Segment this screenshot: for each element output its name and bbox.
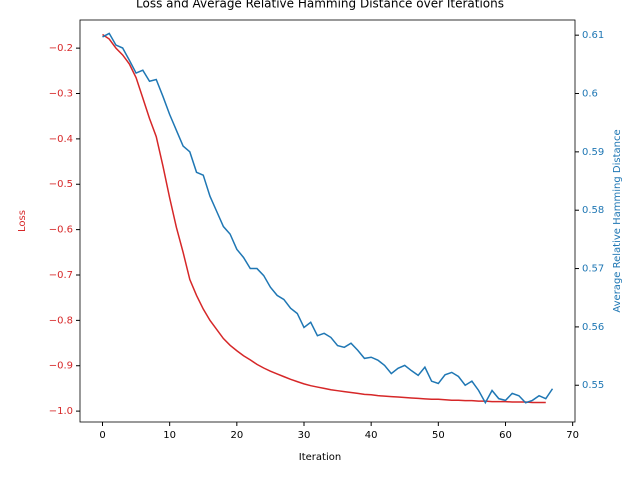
plot-frame <box>79 19 576 423</box>
y-tick-label: −1.0 <box>49 406 73 417</box>
x-tick-label: 50 <box>432 430 445 441</box>
x-tick-label: 0 <box>99 430 105 441</box>
x-tick-label: 20 <box>230 430 243 441</box>
y-tick-label: −0.5 <box>49 179 73 190</box>
y-tick-label: −0.6 <box>49 225 73 236</box>
y2-tick-label: 0.56 <box>582 322 604 333</box>
chart-title: Loss and Average Relative Hamming Distan… <box>136 0 504 11</box>
y2-tick-label: 0.57 <box>582 264 604 275</box>
x-tick-label: 40 <box>365 430 378 441</box>
y2-tick-label: 0.58 <box>582 205 604 216</box>
y-axis-label: Loss <box>17 210 28 232</box>
x-tick-label: 30 <box>298 430 311 441</box>
y-tick-label: −0.2 <box>49 43 73 54</box>
y-tick-label: −0.3 <box>49 89 73 100</box>
x-axis-label: Iteration <box>299 452 341 463</box>
series-line <box>102 33 546 404</box>
y-tick-label: −0.9 <box>49 361 73 372</box>
series-line <box>102 32 554 405</box>
y-tick-label: −0.7 <box>49 270 73 281</box>
x-tick-label: 10 <box>163 430 176 441</box>
y-tick-label: −0.8 <box>49 315 73 326</box>
y2-tick-label: 0.59 <box>582 147 604 158</box>
y2-tick-label: 0.6 <box>582 89 598 100</box>
y2-tick-label: 0.55 <box>582 380 604 391</box>
x-tick-label: 70 <box>566 430 579 441</box>
y2-tick-label: 0.61 <box>582 30 604 41</box>
y-tick-label: −0.4 <box>49 134 73 145</box>
y2-axis-label: Average Relative Hamming Distance <box>612 129 623 312</box>
x-tick-label: 60 <box>499 430 512 441</box>
